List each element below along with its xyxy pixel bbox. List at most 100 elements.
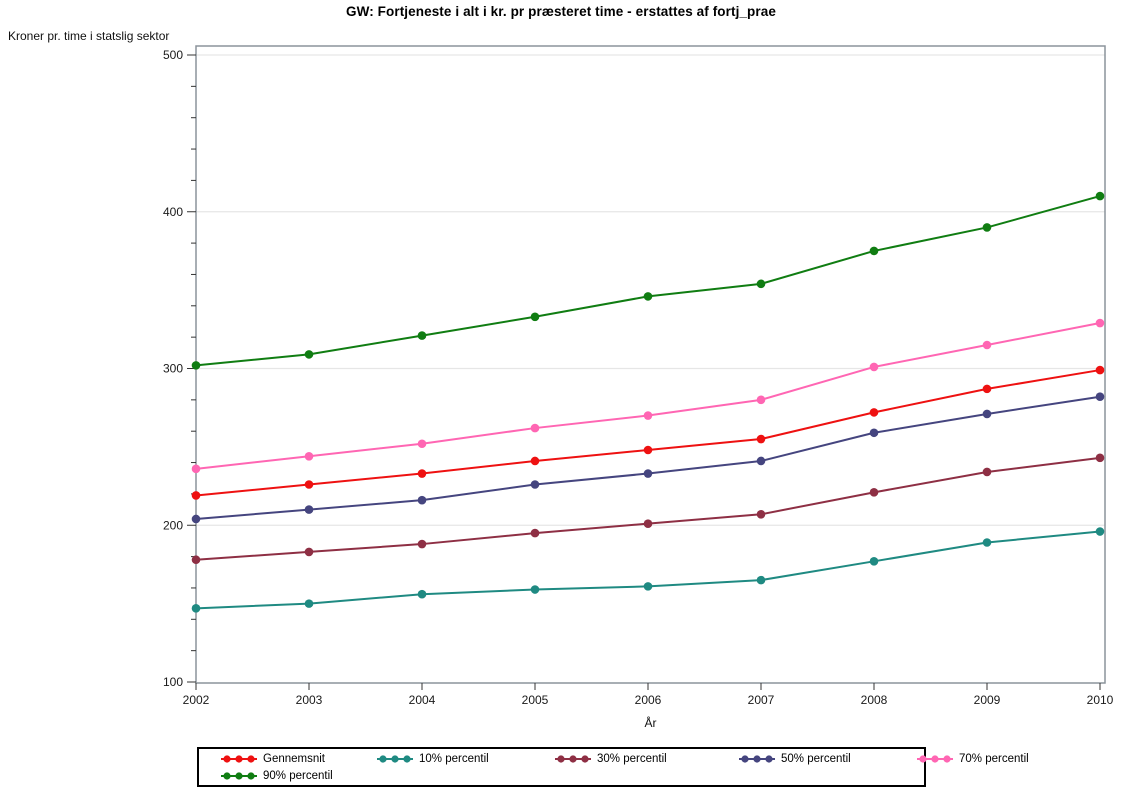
- x-tick-label: 2005: [522, 693, 549, 707]
- x-axis-title: År: [644, 716, 657, 730]
- data-point: [982, 538, 992, 547]
- y-axis-title: Kroner pr. time i statslig sektor: [8, 29, 170, 43]
- y-tick-label: 500: [163, 48, 183, 62]
- data-point: [417, 469, 427, 478]
- series-90-percentil: [191, 191, 1105, 370]
- data-point: [304, 451, 314, 461]
- legend-item-gennemsnit: Gennemsnit: [221, 751, 377, 767]
- gridlines: [196, 54, 1105, 526]
- x-tick-label: 2010: [1087, 693, 1114, 707]
- legend-label: 10% percentil: [419, 752, 489, 765]
- y-tick-label: 200: [163, 518, 183, 532]
- data-point: [643, 582, 653, 591]
- legend-marker-icon: [739, 754, 775, 763]
- legend-label: 30% percentil: [597, 752, 667, 765]
- data-point: [869, 362, 879, 372]
- data-point: [756, 279, 766, 289]
- data-point: [304, 547, 314, 557]
- data-point: [756, 434, 766, 444]
- data-point: [643, 445, 653, 455]
- data-point: [530, 456, 540, 466]
- data-point: [756, 509, 766, 519]
- data-point: [191, 604, 201, 613]
- data-point: [191, 361, 201, 370]
- legend-marker-icon: [221, 771, 257, 780]
- legend-label: 70% percentil: [959, 752, 1029, 765]
- legend-item-90-percentil: 90% percentil: [221, 768, 377, 784]
- data-point: [869, 488, 879, 497]
- series-10-percentil: [191, 527, 1105, 613]
- data-point: [530, 585, 540, 594]
- x-tick-label: 2003: [296, 693, 323, 707]
- data-point: [530, 480, 540, 489]
- legend-label: 90% percentil: [263, 769, 333, 782]
- legend-label: Gennemsnit: [263, 752, 326, 765]
- data-point: [869, 246, 879, 256]
- data-point: [304, 480, 314, 489]
- data-point: [643, 519, 653, 528]
- data-point: [756, 575, 766, 585]
- legend-item-50-percentil: 50% percentil: [739, 751, 917, 767]
- x-tick-label: 2002: [183, 693, 210, 707]
- data-point: [643, 411, 653, 420]
- legend-marker-icon: [555, 754, 591, 763]
- data-point: [1095, 365, 1105, 375]
- data-point: [756, 395, 766, 405]
- x-tick-label: 2006: [635, 693, 662, 707]
- data-point: [191, 491, 201, 500]
- data-point: [1095, 453, 1105, 463]
- series-70-percentil: [191, 318, 1105, 474]
- y-axis: 100 200 300 400 500: [163, 48, 196, 689]
- series-gennemsnit: [191, 365, 1105, 500]
- data-point: [869, 408, 879, 417]
- data-point: [1095, 527, 1105, 536]
- data-point: [417, 589, 427, 599]
- data-point: [304, 599, 314, 608]
- data-point: [869, 428, 879, 438]
- data-point: [191, 514, 201, 524]
- x-tick-label: 2007: [748, 693, 775, 707]
- legend-item-30-percentil: 30% percentil: [555, 751, 739, 767]
- chart-title: GW: Fortjeneste i alt i kr. pr præsteret…: [346, 4, 776, 19]
- legend-label: 50% percentil: [781, 752, 851, 765]
- data-point: [530, 312, 540, 322]
- data-point: [304, 505, 314, 514]
- data-point: [643, 469, 653, 478]
- data-point: [191, 555, 201, 565]
- data-point: [756, 456, 766, 466]
- data-point: [1095, 318, 1105, 328]
- data-point: [304, 350, 314, 359]
- series-30-percentil: [191, 453, 1105, 565]
- data-point: [417, 439, 427, 449]
- data-point: [982, 340, 992, 350]
- data-point: [982, 467, 992, 477]
- data-point: [530, 423, 540, 433]
- data-point: [191, 464, 201, 474]
- legend-marker-icon: [917, 754, 953, 763]
- y-tick-label: 400: [163, 205, 183, 219]
- data-point: [1095, 191, 1105, 201]
- data-point: [869, 557, 879, 566]
- legend-item-10-percentil: 10% percentil: [377, 751, 555, 767]
- legend: Gennemsnit 10% percentil 30% percentil 50% …: [197, 747, 1029, 787]
- x-axis: 2002 2003 2004 2005 2006 2007 2008 2009 2010: [183, 683, 1114, 707]
- data-point: [643, 292, 653, 301]
- legend-item-70-percentil: 70% percentil: [917, 751, 1029, 767]
- data-point: [417, 539, 427, 549]
- data-point: [982, 384, 992, 394]
- x-tick-label: 2009: [974, 693, 1001, 707]
- x-tick-label: 2008: [861, 693, 888, 707]
- x-tick-label: 2004: [409, 693, 436, 707]
- data-point: [982, 409, 992, 419]
- data-point: [417, 495, 427, 505]
- legend-marker-icon: [377, 754, 413, 763]
- legend-marker-icon: [221, 754, 257, 763]
- data-point: [417, 331, 427, 340]
- y-tick-label: 100: [163, 675, 183, 689]
- y-tick-label: 300: [163, 362, 183, 376]
- series-50-percentil: [191, 392, 1105, 524]
- data-point: [530, 528, 540, 538]
- data-point: [982, 223, 992, 232]
